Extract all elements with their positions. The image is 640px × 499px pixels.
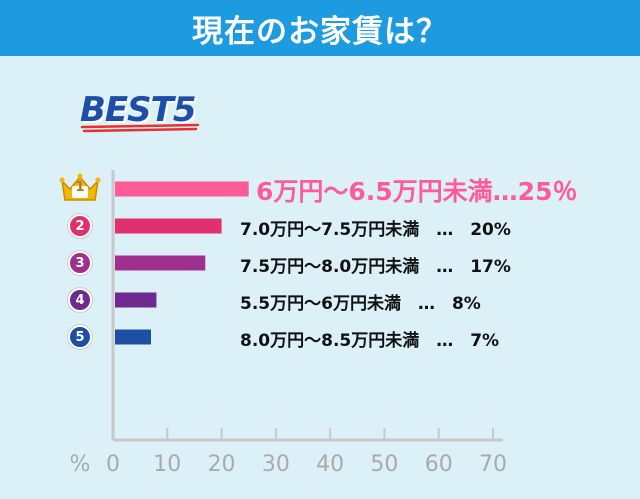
best5-underline-icon <box>80 123 200 133</box>
x-tick-label: 40 <box>316 452 344 477</box>
rank-badge-2: 2 <box>68 214 92 238</box>
x-tick-label: 0 <box>106 452 120 477</box>
rank-badge-1: 1 <box>75 180 85 195</box>
rank-badge-4: 4 <box>68 288 92 312</box>
x-axis-unit-label: % <box>70 452 91 477</box>
header-bar: 現在のお家賃は？ <box>0 0 640 56</box>
bar-rank-2 <box>115 218 222 234</box>
x-tick-label: 70 <box>479 452 507 477</box>
crown-icon <box>59 173 101 201</box>
best5-badge: BEST5 <box>80 90 196 130</box>
page-title: 現在のお家賃は？ <box>192 13 448 50</box>
rank-badge-5: 5 <box>68 325 92 349</box>
data-label-rank-1: 6万円～6.5万円未満…25％ <box>256 177 578 206</box>
bar-rank-1 <box>115 181 249 197</box>
rank-badge-3: 3 <box>68 251 92 275</box>
data-label-rank-5: 8.0万円～8.5万円未満 … 7% <box>240 331 500 351</box>
bar-rank-4 <box>115 292 157 308</box>
x-tick-label: 30 <box>262 452 290 477</box>
data-label-rank-4: 5.5万円～6万円未満 … 8% <box>240 294 481 314</box>
bar-rank-3 <box>115 255 206 271</box>
x-tick-label: 50 <box>370 452 398 477</box>
x-tick-label: 10 <box>153 452 181 477</box>
data-label-rank-3: 7.5万円～8.0万円未満 … 17% <box>240 257 511 277</box>
bar-rank-5 <box>115 329 151 345</box>
x-tick-label: 20 <box>208 452 236 477</box>
data-label-rank-2: 7.0万円～7.5万円未満 … 20% <box>240 220 511 240</box>
x-tick-label: 60 <box>425 452 453 477</box>
